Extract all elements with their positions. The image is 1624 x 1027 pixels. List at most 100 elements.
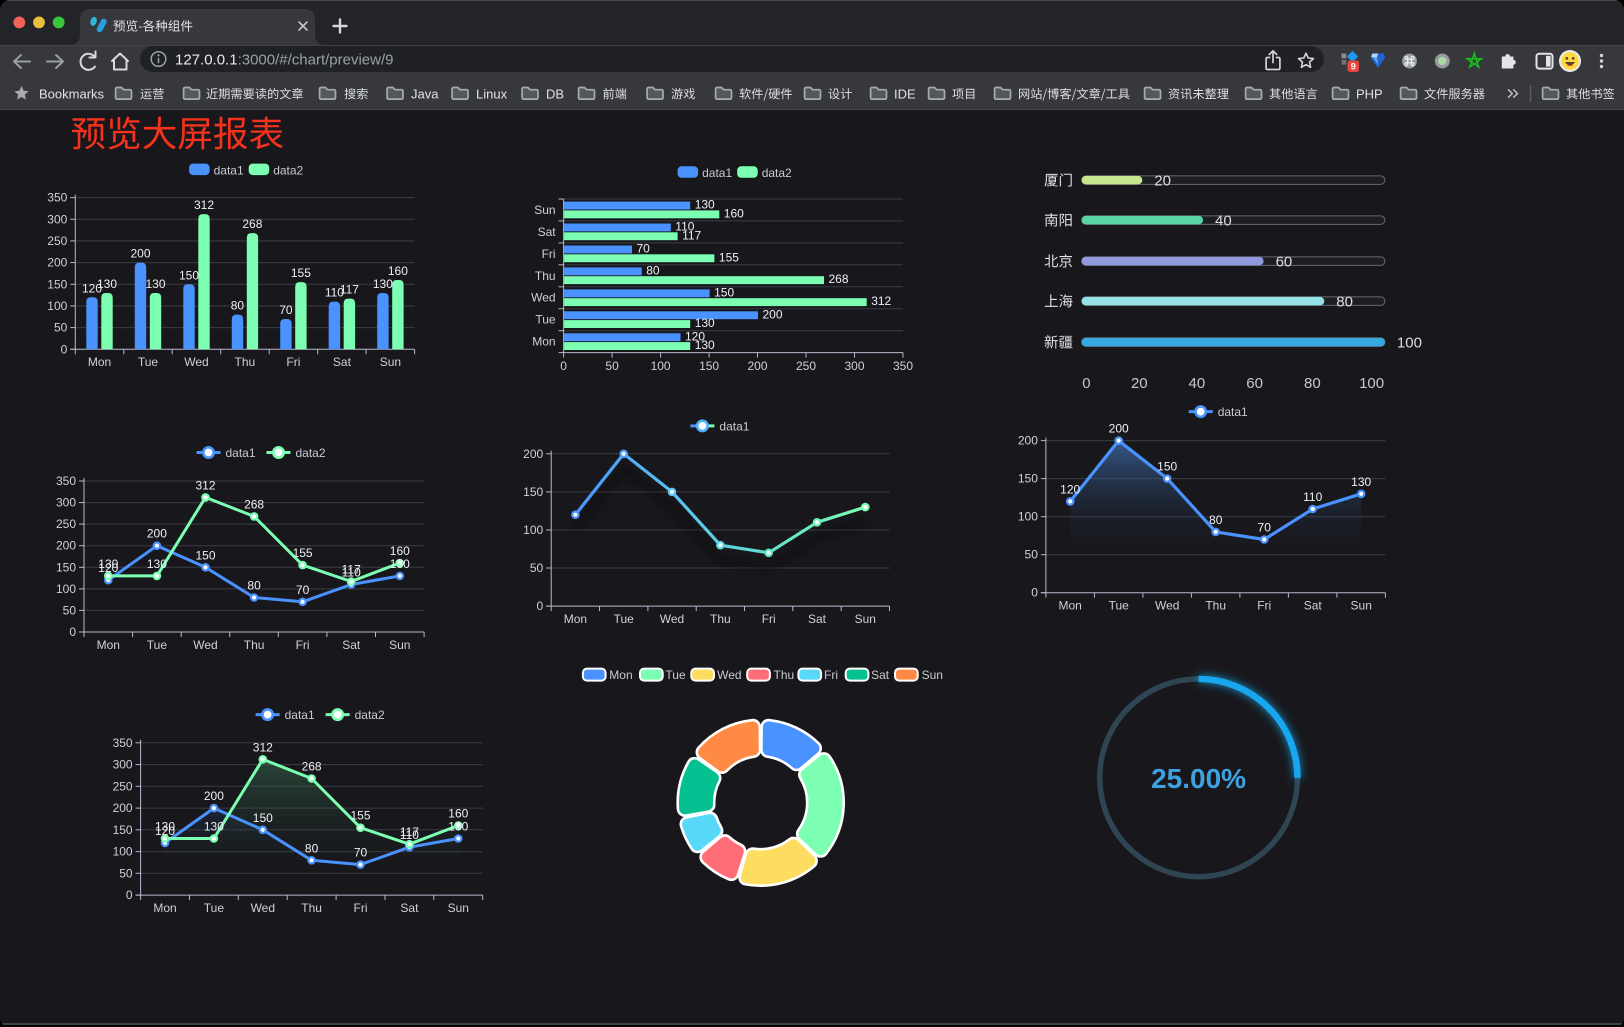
svg-text:200: 200 bbox=[523, 447, 543, 461]
svg-text:Sat: Sat bbox=[1304, 599, 1323, 613]
svg-text:200: 200 bbox=[747, 359, 767, 373]
svg-text:Mon: Mon bbox=[97, 638, 120, 652]
svg-text:70: 70 bbox=[279, 303, 293, 317]
svg-text:120: 120 bbox=[98, 561, 118, 575]
svg-text:120: 120 bbox=[155, 824, 175, 838]
svg-text:50: 50 bbox=[54, 321, 68, 335]
svg-text:100: 100 bbox=[1359, 375, 1384, 392]
svg-text:130: 130 bbox=[695, 316, 715, 330]
svg-text:120: 120 bbox=[82, 281, 102, 295]
svg-text:70: 70 bbox=[1258, 521, 1272, 535]
svg-text:data2: data2 bbox=[296, 446, 326, 460]
svg-text:Tue: Tue bbox=[614, 612, 635, 626]
svg-text:200: 200 bbox=[147, 527, 167, 541]
svg-text:Thu: Thu bbox=[535, 269, 556, 283]
svg-text:150: 150 bbox=[1157, 460, 1177, 474]
svg-text:200: 200 bbox=[47, 256, 67, 270]
svg-text:Mon: Mon bbox=[609, 668, 632, 682]
svg-text:80: 80 bbox=[247, 579, 261, 593]
svg-text:100: 100 bbox=[523, 523, 543, 537]
svg-text:Sat: Sat bbox=[333, 355, 352, 369]
svg-text:Fri: Fri bbox=[824, 668, 838, 682]
svg-text:250: 250 bbox=[113, 779, 133, 793]
svg-text:data1: data1 bbox=[702, 166, 732, 180]
svg-text:Fri: Fri bbox=[762, 612, 776, 626]
svg-text:Sun: Sun bbox=[380, 355, 401, 369]
svg-text:Mon: Mon bbox=[153, 901, 176, 915]
svg-text:117: 117 bbox=[682, 228, 701, 242]
svg-text:data2: data2 bbox=[355, 708, 385, 722]
svg-text:0: 0 bbox=[126, 888, 133, 902]
svg-text:110: 110 bbox=[342, 566, 361, 580]
svg-text:120: 120 bbox=[685, 329, 705, 343]
svg-text:9: 9 bbox=[1351, 62, 1356, 73]
svg-text:data1: data1 bbox=[214, 164, 244, 178]
svg-text:Tue: Tue bbox=[147, 638, 168, 652]
svg-text:130: 130 bbox=[695, 198, 715, 212]
svg-text:60: 60 bbox=[1246, 375, 1263, 392]
svg-text:Java: Java bbox=[411, 87, 439, 102]
svg-text:70: 70 bbox=[637, 242, 651, 256]
svg-text:Tue: Tue bbox=[535, 313, 556, 327]
svg-text:100: 100 bbox=[1397, 335, 1422, 352]
svg-text:100: 100 bbox=[651, 359, 671, 373]
svg-text:Thu: Thu bbox=[235, 355, 256, 369]
svg-text:50: 50 bbox=[605, 359, 619, 373]
svg-text:350: 350 bbox=[47, 191, 67, 205]
svg-text:data1: data1 bbox=[1218, 405, 1248, 419]
svg-text:155: 155 bbox=[350, 809, 370, 823]
svg-text:300: 300 bbox=[47, 212, 67, 226]
svg-text:268: 268 bbox=[242, 217, 262, 231]
svg-text:Bookmarks: Bookmarks bbox=[39, 87, 105, 102]
svg-text:DB: DB bbox=[546, 87, 564, 102]
svg-text:150: 150 bbox=[113, 823, 133, 837]
svg-text:150: 150 bbox=[56, 560, 76, 574]
svg-text:312: 312 bbox=[253, 740, 273, 754]
svg-text:300: 300 bbox=[844, 359, 864, 373]
svg-text:130: 130 bbox=[98, 557, 118, 571]
svg-text:Tue: Tue bbox=[204, 901, 225, 915]
svg-text:100: 100 bbox=[1018, 510, 1038, 524]
svg-text:IDE: IDE bbox=[894, 87, 916, 102]
svg-text:200: 200 bbox=[130, 247, 150, 261]
svg-text:Linux: Linux bbox=[476, 87, 508, 102]
svg-text:130: 130 bbox=[695, 338, 715, 352]
svg-text:250: 250 bbox=[47, 234, 67, 248]
svg-text:312: 312 bbox=[871, 294, 891, 308]
svg-text:300: 300 bbox=[56, 496, 76, 510]
svg-text:Sun: Sun bbox=[448, 901, 469, 915]
svg-text:0: 0 bbox=[1082, 375, 1090, 392]
svg-text:350: 350 bbox=[56, 474, 76, 488]
svg-text:Sat: Sat bbox=[342, 638, 361, 652]
svg-text:160: 160 bbox=[448, 807, 468, 821]
svg-text:130: 130 bbox=[155, 820, 175, 834]
svg-text:0: 0 bbox=[61, 342, 68, 356]
svg-text:0: 0 bbox=[1031, 586, 1038, 600]
svg-text:110: 110 bbox=[675, 220, 694, 234]
svg-text:Wed: Wed bbox=[717, 668, 741, 682]
svg-text:Sun: Sun bbox=[534, 203, 555, 217]
svg-text:Wed: Wed bbox=[251, 901, 275, 915]
svg-text:40: 40 bbox=[1215, 213, 1232, 230]
svg-text:130: 130 bbox=[1351, 475, 1371, 489]
svg-text:data1: data1 bbox=[226, 446, 256, 460]
svg-text:Sun: Sun bbox=[389, 638, 410, 652]
svg-text:150: 150 bbox=[253, 811, 273, 825]
svg-text:Sun: Sun bbox=[855, 612, 876, 626]
svg-text:20: 20 bbox=[1154, 173, 1171, 190]
svg-text:350: 350 bbox=[113, 736, 133, 750]
svg-text:150: 150 bbox=[699, 359, 719, 373]
svg-text:120: 120 bbox=[1060, 482, 1080, 496]
svg-text:80: 80 bbox=[1336, 294, 1353, 311]
svg-text:70: 70 bbox=[354, 846, 368, 860]
svg-text:80: 80 bbox=[1209, 513, 1223, 527]
svg-text:70: 70 bbox=[296, 583, 310, 597]
svg-text:Fri: Fri bbox=[542, 247, 556, 261]
svg-text:50: 50 bbox=[1025, 548, 1039, 562]
svg-text:Mon: Mon bbox=[532, 335, 555, 349]
svg-text:160: 160 bbox=[388, 264, 408, 278]
svg-text:155: 155 bbox=[719, 250, 739, 264]
svg-text:268: 268 bbox=[244, 497, 264, 511]
svg-text:Tue: Tue bbox=[138, 355, 159, 369]
svg-text:130: 130 bbox=[373, 277, 393, 291]
